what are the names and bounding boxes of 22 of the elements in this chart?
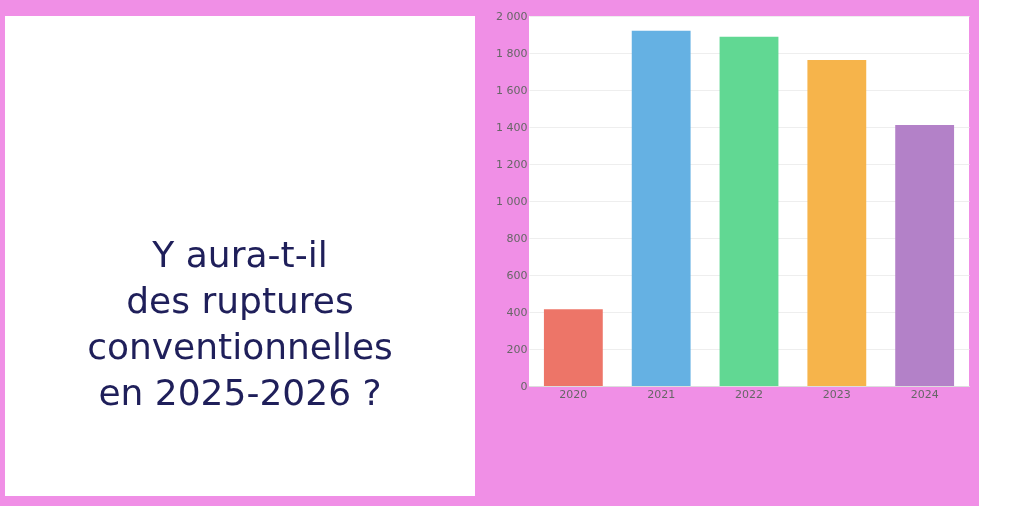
y-tick-label: 600 [506,268,528,282]
x-tick-label: 2020 [559,387,588,401]
y-tick-label: 2 000 [496,9,528,23]
bar [719,36,779,386]
text: Y aura-t-il des ruptures conventionnelles en 2025-2026 ? [87,234,393,413]
y-tick-label: 800 [506,231,528,245]
x-tick-label: 2021 [647,387,676,401]
y-tick-label: 1 000 [496,194,528,208]
y-tick-label: 1 200 [496,157,528,171]
bar [631,30,691,386]
y-tick-label: 1 800 [496,46,528,60]
y-tick-label: 200 [506,342,528,356]
bar [543,309,603,386]
y-tick-label: 1 600 [496,83,528,97]
y-tick-label: 1 400 [496,120,528,134]
x-tick-label: 2022 [735,387,763,401]
y-tick-label: 400 [506,305,528,319]
x-tick-label: 2024 [910,387,939,401]
x-tick-label: 2023 [822,387,851,401]
y-tick-label: 0 [520,379,528,393]
bar [807,60,867,386]
bar [895,124,955,386]
